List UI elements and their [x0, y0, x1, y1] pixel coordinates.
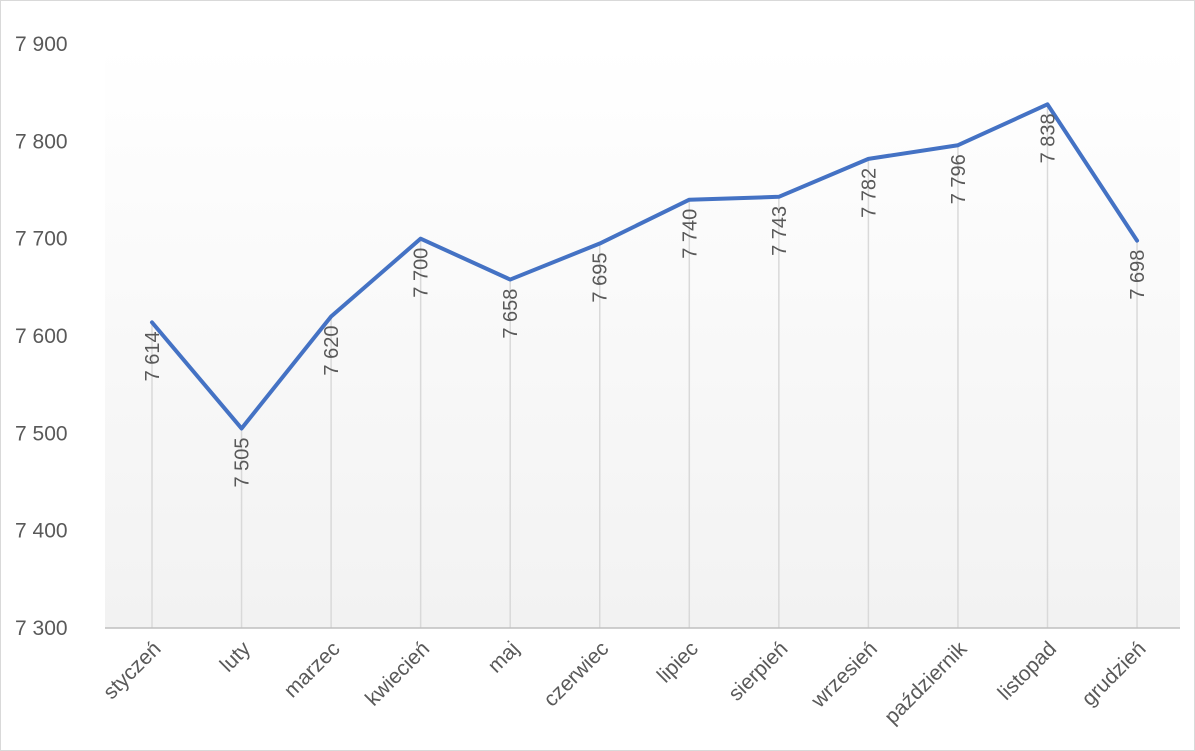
- y-tick-label: 7 900: [15, 33, 68, 56]
- x-tick-label: maj: [484, 637, 524, 677]
- y-tick-label: 7 500: [15, 422, 68, 445]
- plot-area: [105, 44, 1180, 628]
- data-labels: 7 614 7 505 7 620 7 700 7 658 7 695 7 740 7 743…: [142, 113, 1149, 487]
- data-label: 7 782: [858, 168, 880, 218]
- x-tick-label: październik: [880, 637, 972, 729]
- x-tick-label: grudzień: [1077, 637, 1150, 710]
- data-label: 7 695: [590, 253, 612, 303]
- x-tick-label: luty: [216, 637, 256, 677]
- y-tick-label: 7 800: [15, 130, 68, 153]
- data-label: 7 698: [1127, 250, 1149, 300]
- data-label: 7 658: [500, 289, 522, 339]
- data-label: 7 614: [142, 331, 164, 381]
- data-label: 7 700: [411, 248, 433, 298]
- data-label: 7 620: [321, 326, 343, 376]
- y-tick-label: 7 300: [15, 617, 68, 640]
- y-tick-label: 7 700: [15, 228, 68, 251]
- drop-lines: [151, 104, 1138, 628]
- data-label: 7 838: [1038, 113, 1060, 163]
- y-tick-label: 7 400: [15, 520, 68, 543]
- x-tick-label: kwiecień: [361, 637, 434, 710]
- x-tick-label: listopad: [994, 637, 1061, 704]
- x-axis-tick-labels: styczeń luty marzec kwiecień maj czerwiec lipi…: [99, 637, 1151, 729]
- series-line: [150, 102, 1140, 431]
- x-tick-label: lipiec: [653, 637, 703, 687]
- y-axis-tick-labels: 7 300 7 400 7 500 7 600 7 700 7 800 7 900: [15, 33, 68, 640]
- x-tick-label: sierpień: [724, 637, 792, 705]
- y-tick-label: 7 600: [15, 325, 68, 348]
- data-label: 7 743: [769, 206, 791, 256]
- x-tick-label: marzec: [280, 637, 345, 702]
- x-tick-label: czerwiec: [539, 637, 613, 711]
- data-label: 7 505: [232, 437, 254, 487]
- x-tick-label: styczeń: [99, 637, 166, 704]
- x-tick-label: wrzesień: [806, 637, 882, 713]
- data-label: 7 740: [679, 209, 701, 259]
- data-label: 7 796: [948, 154, 970, 204]
